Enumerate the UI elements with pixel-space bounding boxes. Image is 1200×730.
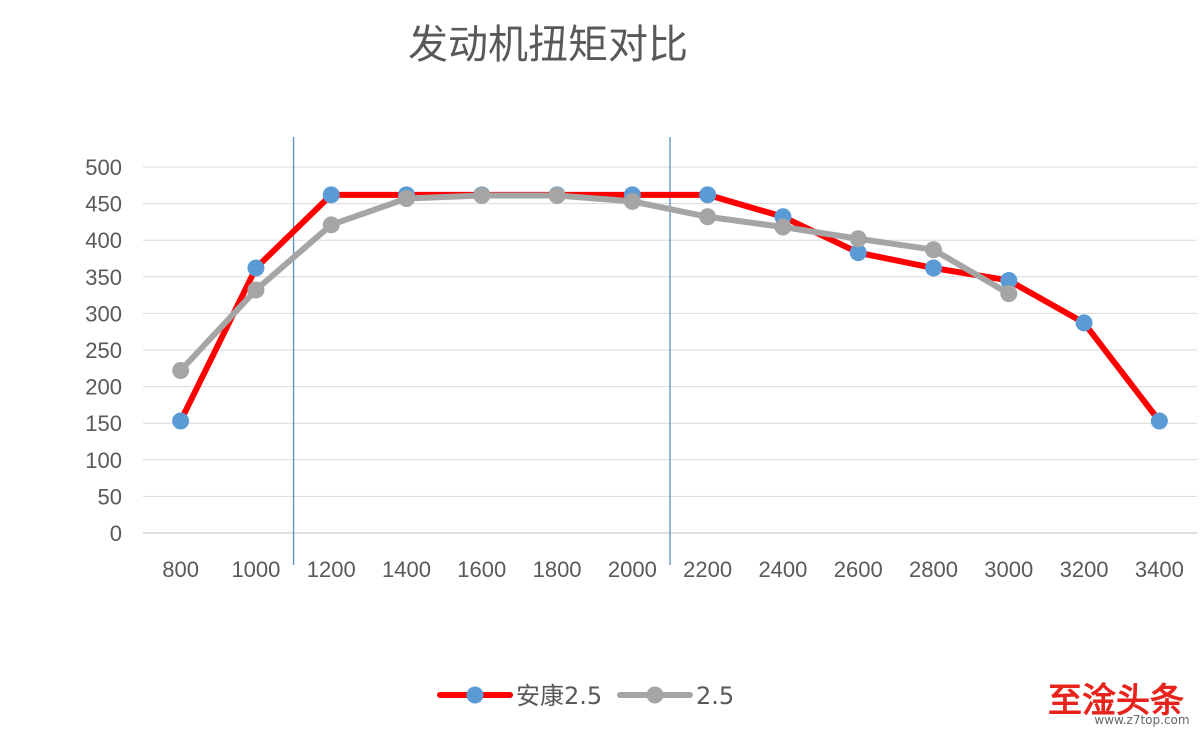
x-tick-label: 800	[162, 557, 199, 582]
y-tick-label: 350	[85, 265, 122, 290]
legend-label-1: 2.5	[696, 682, 734, 710]
x-axis-ticks: 800 1000 1200 1400 1600 1800 2000 2200 2400 2600 2…	[162, 557, 1184, 582]
data-point-s0-0	[172, 412, 190, 430]
y-tick-label: 150	[85, 411, 122, 436]
data-point-s1-1	[247, 281, 265, 299]
data-point-s0-10	[925, 259, 942, 277]
data-point-s0-1	[247, 259, 265, 277]
x-tick-label: 3400	[1135, 557, 1184, 582]
x-tick-label: 3000	[984, 557, 1033, 582]
data-point-s1-8	[774, 218, 792, 236]
y-tick-label: 200	[85, 375, 122, 400]
x-tick-label: 3200	[1060, 557, 1109, 582]
watermark-url: www.z7top.com	[1094, 713, 1189, 727]
watermark-logo: 至淦头条	[1048, 681, 1184, 721]
x-tick-label: 1200	[307, 557, 356, 582]
data-point-s1-6	[623, 192, 641, 210]
y-tick-label: 100	[85, 448, 122, 473]
watermark: 至淦头条 www.z7top.com	[1048, 681, 1190, 727]
x-tick-label: 1000	[231, 557, 280, 582]
x-tick-label: 2800	[909, 557, 958, 582]
data-point-s1-4	[473, 187, 491, 205]
x-tick-label: 1600	[457, 557, 506, 582]
data-point-s1-0	[172, 361, 190, 379]
data-point-s0-12	[1075, 314, 1093, 332]
x-tick-label: 1400	[382, 557, 431, 582]
legend-marker-1	[646, 686, 664, 704]
x-tick-label: 2000	[608, 557, 657, 582]
data-point-s1-9	[849, 230, 867, 248]
data-point-s0-2	[322, 186, 340, 204]
legend-label-0: 安康2.5	[516, 682, 602, 710]
data-point-s1-5	[548, 187, 566, 205]
series-layer	[172, 186, 1168, 430]
y-tick-label: 50	[98, 484, 122, 509]
data-point-s1-11	[1000, 285, 1018, 303]
x-tick-label: 2400	[758, 557, 807, 582]
data-point-s0-11	[1000, 271, 1018, 289]
y-tick-label: 0	[110, 521, 122, 546]
data-point-s1-2	[322, 216, 340, 234]
series-line-0	[177, 191, 1163, 425]
legend-marker-0	[466, 686, 484, 704]
x-tick-label: 2200	[683, 557, 732, 582]
y-tick-label: 450	[85, 192, 122, 217]
data-point-s1-10	[925, 241, 942, 259]
legend: 安康2.5 2.5	[437, 682, 734, 710]
data-point-s0-7	[699, 186, 717, 204]
y-tick-label: 500	[85, 155, 122, 180]
y-axis-ticks: 0 50 100 150 200 250 300 350 400 450 500	[85, 155, 122, 546]
y-tick-label: 300	[85, 301, 122, 326]
x-tick-label: 1800	[533, 557, 582, 582]
y-tick-label: 250	[85, 338, 122, 363]
series-line-1	[177, 192, 1012, 374]
data-point-s0-9	[849, 244, 867, 262]
data-point-s0-13	[1150, 412, 1168, 430]
data-point-s1-3	[398, 189, 415, 207]
chart-title: 发动机扭矩对比	[408, 22, 688, 68]
x-tick-label: 2600	[834, 557, 883, 582]
data-point-s1-7	[699, 208, 717, 226]
y-tick-label: 400	[85, 228, 122, 253]
